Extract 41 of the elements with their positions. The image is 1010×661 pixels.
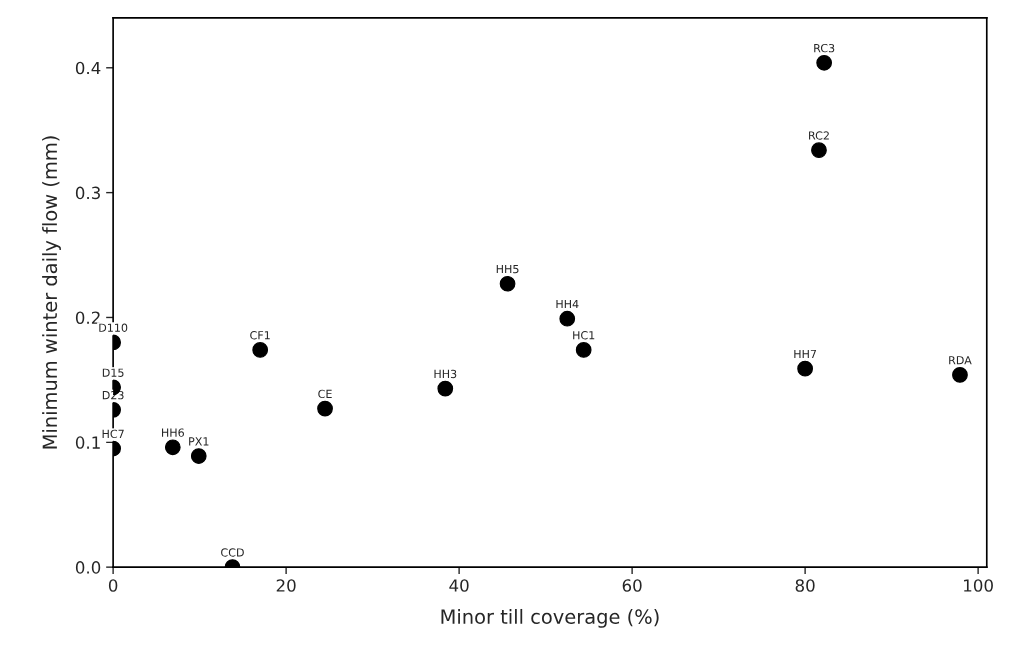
annotation: HH4 [556,299,579,309]
x-tick-label: 60 [622,579,642,592]
annotation: HH7 [794,349,817,358]
annotation: D15 [102,368,124,377]
point [559,310,576,327]
x-tick-label: 40 [449,579,469,592]
x-axis-title: Minor till coverage (%) [441,608,659,628]
annotation: HH5 [496,265,519,274]
point [816,54,833,71]
annotation: HC7 [102,429,124,439]
x-tick-label: 0 [108,579,118,592]
x-tick-label: 20 [276,579,296,592]
x-tick-label: 80 [795,579,815,592]
annotation: HC1 [573,331,595,340]
annotation: CE [318,389,332,399]
annotation: CCD [221,548,244,557]
y-tick-label: 0.4 [75,61,101,75]
point [437,380,454,397]
y-tick-label: 0.2 [75,311,100,325]
annotation: HH3 [434,369,457,379]
point [499,275,516,292]
y-axis-title: Minimum winter daily flow (mm) [42,136,61,449]
annotation: HH6 [162,428,184,437]
y-tick-label: 0.1 [75,436,100,449]
point [164,439,181,456]
point [575,342,592,358]
annotation: RDA [949,356,972,365]
annotation: RC2 [809,131,829,140]
annotation: D110 [99,323,128,332]
y-tick-label: 0.0 [75,561,101,574]
point [811,142,827,159]
point [190,448,207,464]
annotation: CF1 [250,331,270,340]
y-tick-label: 0.3 [75,186,100,200]
point [797,360,813,377]
point [252,342,269,358]
annotation: RC3 [814,43,835,53]
annotation: PX1 [189,437,209,446]
x-tick-label: 100 [964,579,993,592]
point [952,367,968,383]
point [317,400,333,417]
